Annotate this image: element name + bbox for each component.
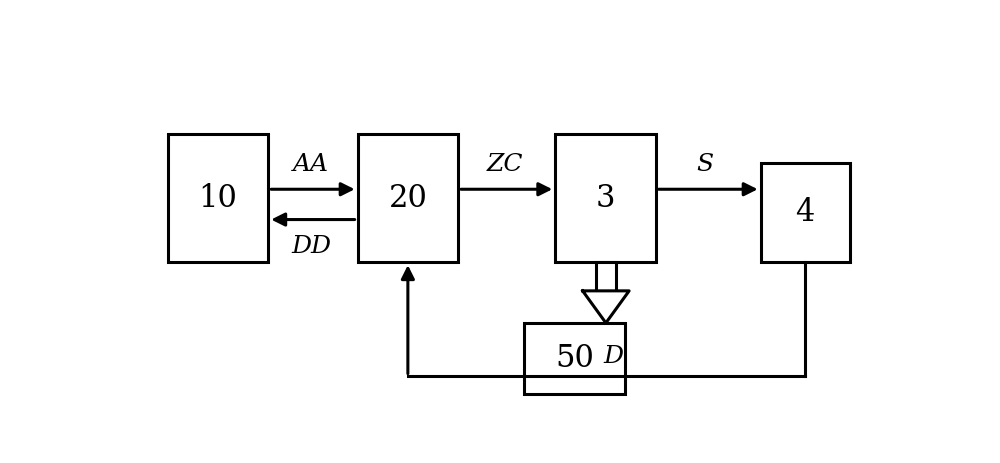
Polygon shape	[583, 291, 629, 323]
Text: 3: 3	[596, 183, 615, 213]
Bar	[358, 134, 458, 263]
Text: 50: 50	[555, 343, 594, 374]
Bar	[761, 163, 850, 263]
Bar	[524, 323, 625, 394]
Text: S: S	[696, 153, 713, 176]
Text: AA: AA	[293, 153, 329, 176]
Bar	[596, 263, 616, 291]
Text: D: D	[603, 345, 623, 368]
Text: DD: DD	[291, 235, 331, 258]
Text: 20: 20	[388, 183, 427, 213]
Bar	[555, 134, 656, 263]
Text: ZC: ZC	[486, 153, 523, 176]
Text: 10: 10	[199, 183, 237, 213]
Text: 4: 4	[795, 197, 815, 228]
Bar	[168, 134, 268, 263]
